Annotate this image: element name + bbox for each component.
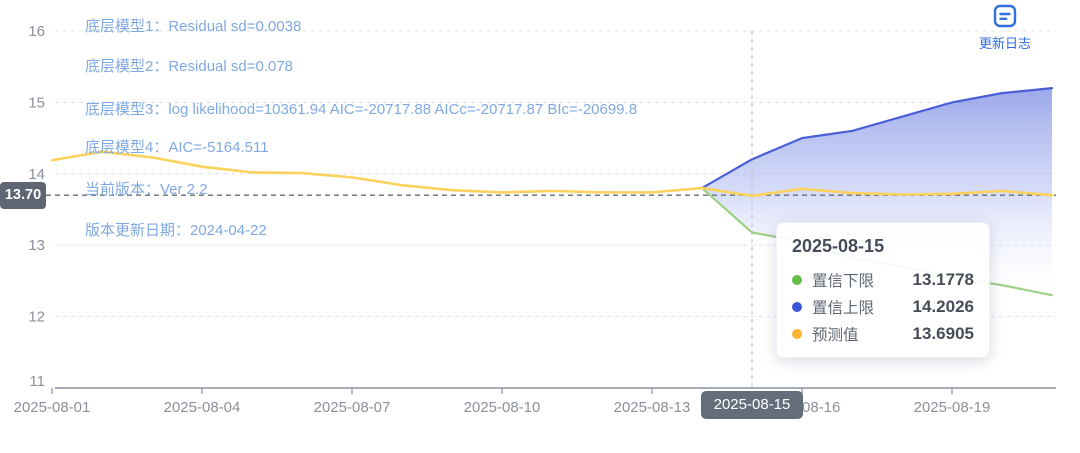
y-axis-marker-badge: 13.70 xyxy=(0,182,46,209)
log-icon xyxy=(993,4,1017,28)
series-dot-icon xyxy=(792,274,802,285)
model-annotation: 版本更新日期：2024-04-22 xyxy=(85,222,267,239)
update-log-label[interactable]: 更新日志 xyxy=(978,36,1031,51)
x-tick-label: 2025-08-13 xyxy=(614,399,691,416)
tooltip-row: 置信上限 14.2026 xyxy=(792,293,974,320)
series-dot-icon xyxy=(792,328,802,339)
tooltip-series-name: 置信下限 xyxy=(812,272,875,290)
x-tick-label: 2025-08-07 xyxy=(314,399,391,416)
y-tick-label: 11 xyxy=(29,373,45,390)
model-annotation: 底层模型3：log likelihood=10361.94 AIC=-20717… xyxy=(85,101,638,118)
tooltip-series-value: 14.2026 xyxy=(912,296,974,316)
y-tick-label: 14 xyxy=(28,166,45,183)
forecast-line xyxy=(50,150,1054,198)
tooltip-title: 2025-08-15 xyxy=(792,236,885,256)
model-annotation: 底层模型4：AIC=-5164.511 xyxy=(85,139,269,156)
model-annotation: 底层模型2：Residual sd=0.078 xyxy=(85,58,294,75)
tooltip-series-name: 预测值 xyxy=(812,326,859,344)
x-tick-label: 2025-08-01 xyxy=(14,399,91,416)
tooltip: 2025-08-15 置信下限 13.1778 置信上限 14.2026 预测值 13.6… xyxy=(776,222,990,358)
upper-bound-line xyxy=(700,87,1054,190)
y-tick-label: 15 xyxy=(28,94,45,111)
x-tick-label: 2025-08-19 xyxy=(914,399,991,416)
tooltip-row: 置信下限 13.1778 xyxy=(792,266,974,293)
model-annotation: 当前版本：Ver 2.2 xyxy=(85,181,208,198)
x-tick-label: 2025-08-04 xyxy=(164,399,241,416)
update-log-button[interactable]: 更新日志 xyxy=(971,4,1039,51)
y-tick-label: 13 xyxy=(28,237,45,254)
model-annotation: 底层模型1：Residual sd=0.0038 xyxy=(85,18,302,35)
x-axis-selected-badge: 2025-08-15 xyxy=(701,391,803,419)
tooltip-series-name: 置信上限 xyxy=(812,299,875,317)
y-tick-label: 16 xyxy=(28,23,45,40)
tooltip-series-value: 13.6905 xyxy=(912,323,974,343)
tooltip-row: 预测值 13.6905 xyxy=(792,320,974,347)
x-tick-label: 2025-08-10 xyxy=(464,399,541,416)
y-tick-label: 12 xyxy=(28,309,45,326)
tooltip-series-value: 13.1778 xyxy=(912,269,974,289)
series-dot-icon xyxy=(792,301,802,312)
